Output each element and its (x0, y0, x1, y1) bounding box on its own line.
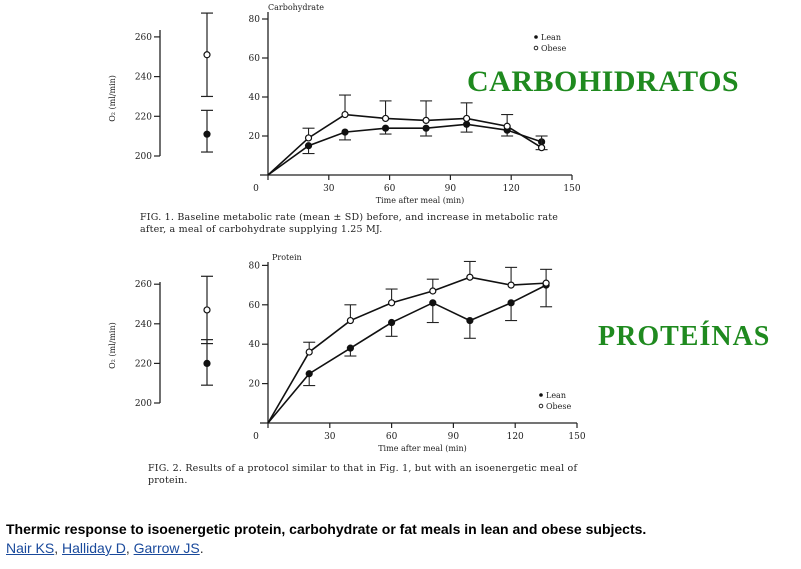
data-point-obese (537, 144, 546, 152)
data-point-obese (304, 134, 313, 142)
data-point-obese (346, 316, 354, 325)
data-point-lean (466, 316, 474, 325)
panel-title: Carbohydrate (268, 3, 324, 12)
legend-label-obese: Obese (546, 402, 572, 411)
data-point-lean (304, 142, 313, 150)
data-point-lean (381, 124, 390, 132)
x-tick-label: 60 (384, 184, 396, 194)
data-point-lean (346, 344, 354, 352)
author-link-3[interactable]: Garrow JS (133, 540, 200, 556)
y-tick-label: 20 (249, 132, 261, 142)
y-tick-label: 60 (249, 54, 261, 64)
baseline-tick-label: 200 (135, 399, 152, 409)
citation-footer: Thermic response to isoenergetic protein… (6, 520, 796, 557)
data-point-lean (463, 120, 471, 128)
author-link-2[interactable]: Halliday D (62, 540, 126, 556)
legend-label-lean: Lean (541, 33, 561, 42)
legend-label-lean: Lean (546, 391, 566, 400)
x-axis-title: Time after meal (min) (376, 196, 465, 205)
data-point-obese (463, 114, 471, 123)
figure-caption-line: protein. (148, 475, 188, 486)
y-tick-label: 40 (249, 93, 261, 103)
legend-marker-lean (539, 393, 543, 397)
figure-caption-line: FIG. 1. Baseline metabolic rate (mean ± … (140, 212, 558, 223)
series-line-obese (267, 113, 543, 176)
baseline-tick-label: 240 (135, 73, 152, 83)
data-point-obese (429, 287, 437, 295)
data-point-obese (388, 299, 396, 307)
data-point-obese (422, 116, 430, 125)
baseline-tick-label: 200 (135, 152, 152, 162)
x-tick-label: 30 (323, 184, 335, 194)
data-point-lean (422, 124, 430, 132)
y-axis-title: O₂ (ml/min) (108, 322, 117, 369)
y-axis-title: O₂ (ml/min) (108, 75, 117, 122)
x-axis-title: Time after meal (min) (378, 444, 467, 453)
data-point-lean (388, 318, 396, 327)
y-tick-label: 80 (249, 261, 261, 271)
figure-caption-line: after, a meal of carbohydrate supplying … (140, 224, 382, 235)
legend-marker-obese (538, 403, 544, 409)
figure-canvas: 20 40 60 80 0 30 60 90 120 150 Time after meal (mi… (108, 3, 770, 486)
x-tick-label: 150 (568, 432, 585, 442)
data-point-obese (381, 114, 390, 123)
data-point-obese (341, 110, 349, 119)
x-tick-label: 0 (253, 184, 259, 194)
series-line-lean (267, 123, 542, 176)
chart-panel-carbohydrate: 20 40 60 80 0 30 60 90 120 150 Time after meal (mi… (108, 3, 739, 235)
baseline-point-obese (203, 51, 211, 59)
x-tick-label: 150 (563, 184, 580, 194)
y-tick-label: 60 (249, 301, 261, 311)
data-point-obese (507, 281, 515, 289)
data-point-obese (305, 348, 313, 356)
series-line-obese (267, 276, 547, 424)
article-title: Thermic response to isoenergetic protein… (6, 521, 647, 537)
baseline-point-lean (203, 359, 211, 367)
y-tick-label: 20 (249, 380, 261, 390)
x-tick-label: 60 (386, 432, 398, 442)
data-point-lean (507, 299, 515, 307)
baseline-point-obese (203, 306, 211, 314)
x-tick-label: 30 (324, 432, 336, 442)
data-point-obese (466, 273, 474, 281)
baseline-tick-label: 260 (135, 280, 152, 290)
x-tick-label: 90 (445, 184, 457, 194)
baseline-tick-label: 220 (135, 359, 152, 369)
figure-caption-line: FIG. 2. Results of a protocol similar to… (148, 463, 578, 474)
legend-marker-obese (533, 45, 539, 51)
legend-marker-lean (534, 35, 538, 39)
y-tick-label: 80 (249, 15, 261, 25)
data-point-lean (429, 299, 437, 307)
legend-label-obese: Obese (541, 44, 567, 53)
baseline-tick-label: 260 (135, 33, 152, 43)
x-tick-label: 120 (507, 432, 524, 442)
data-point-lean (341, 128, 349, 136)
baseline-tick-label: 240 (135, 320, 152, 330)
x-tick-label: 90 (448, 432, 460, 442)
overlay-label-carbohydrate: CARBOHIDRATOS (467, 65, 739, 98)
panel-title: Protein (272, 253, 302, 262)
overlay-label-protein: PROTEÍNAS (598, 321, 770, 352)
x-tick-label: 0 (253, 432, 259, 442)
y-tick-label: 40 (249, 340, 261, 350)
baseline-point-lean (203, 130, 211, 138)
baseline-tick-label: 220 (135, 112, 152, 122)
data-point-lean (305, 370, 313, 378)
author-link-1[interactable]: Nair KS (6, 540, 55, 556)
x-tick-label: 120 (503, 184, 520, 194)
author-list: Nair KS, Halliday D, Garrow JS. (6, 540, 204, 556)
data-point-obese (542, 279, 550, 287)
series-line-lean (267, 284, 547, 424)
chart-panel-protein: 20 40 60 80 0 30 60 90 120 150 Time after meal (mi… (108, 253, 770, 486)
data-point-obese (503, 122, 511, 130)
